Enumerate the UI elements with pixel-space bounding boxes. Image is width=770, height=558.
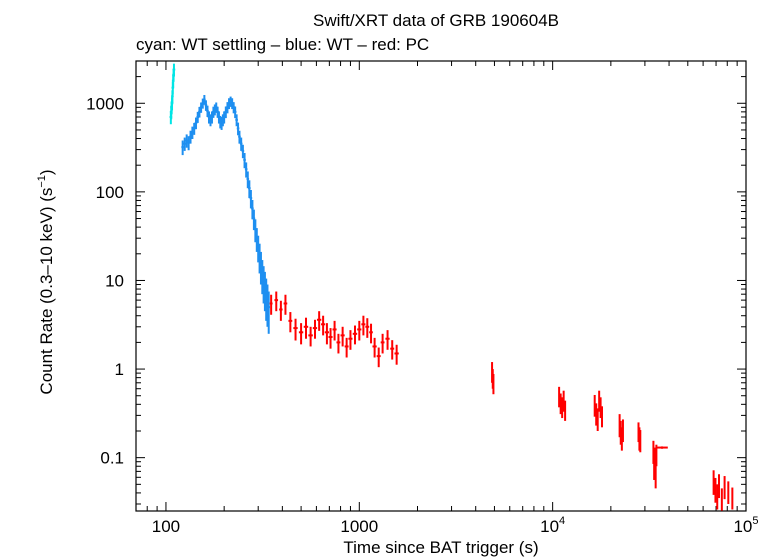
- data-point: [316, 311, 322, 331]
- x-tick-label-base: 1000: [340, 517, 378, 536]
- x-tick-label-exp: 5: [752, 515, 758, 527]
- data-point: [251, 199, 254, 220]
- data-point: [328, 328, 333, 349]
- data-point: [187, 136, 190, 151]
- data-point: [340, 326, 345, 347]
- data-point: [246, 171, 250, 189]
- x-tick-label-exp: 4: [559, 515, 565, 527]
- data-point: [303, 317, 309, 339]
- data-point: [183, 137, 186, 151]
- series-wt: [181, 94, 271, 334]
- data-point: [558, 386, 561, 408]
- data-point: [564, 400, 567, 421]
- data-point: [655, 446, 668, 449]
- y-axis-label-end: ): [37, 169, 56, 175]
- data-point: [243, 152, 246, 169]
- axis-ticks: [135, 60, 747, 511]
- data-point: [236, 122, 240, 136]
- x-tick-label-base: 100: [152, 517, 180, 536]
- x-axis-label: Time since BAT trigger (s): [343, 538, 538, 557]
- data-point: [336, 333, 341, 354]
- data-point: [365, 318, 370, 338]
- x-tick-label: 100: [152, 517, 180, 536]
- data-point: [369, 323, 373, 344]
- data-point: [239, 137, 243, 151]
- y-tick-label: 1: [115, 360, 124, 379]
- x-tick-label-base: 10: [733, 517, 752, 536]
- y-tick-label: 0.1: [100, 449, 124, 468]
- data-point: [332, 320, 337, 341]
- series-pc: [269, 291, 734, 511]
- data-point: [283, 294, 288, 315]
- data-point: [394, 344, 399, 365]
- data-point: [288, 312, 293, 333]
- y-axis-label-exp: −1: [36, 175, 48, 188]
- chart-subtitle: cyan: WT settling – blue: WT – red: PC: [136, 35, 429, 54]
- data-point: [352, 325, 358, 345]
- data-point: [559, 393, 562, 415]
- data-point: [348, 330, 353, 350]
- data-point: [235, 114, 238, 127]
- data-point: [244, 162, 248, 178]
- plot-frame: [135, 60, 747, 512]
- data-point: [376, 347, 381, 368]
- data-point: [357, 320, 362, 341]
- data-point: [308, 326, 313, 347]
- data-point: [185, 134, 188, 148]
- data-points: [169, 63, 734, 511]
- data-point: [203, 94, 206, 105]
- data-point: [248, 180, 251, 199]
- data-point: [233, 106, 237, 119]
- data-point: [312, 319, 318, 339]
- data-point: [561, 397, 564, 419]
- y-tick-label: 1000: [86, 94, 124, 113]
- data-point: [298, 323, 304, 345]
- x-tick-label: 104: [540, 515, 565, 536]
- series-wt-settling: [169, 63, 176, 125]
- data-point: [293, 318, 298, 341]
- data-point: [562, 390, 565, 412]
- y-tick-label: 10: [105, 271, 124, 290]
- data-point: [385, 330, 390, 350]
- chart-title: Swift/XRT data of GRB 190604B: [313, 11, 559, 30]
- data-point: [204, 100, 208, 111]
- data-point: [241, 144, 245, 159]
- data-point: [172, 63, 176, 77]
- x-tick-label: 1000: [340, 517, 378, 536]
- data-point: [274, 291, 279, 312]
- x-tick-label-base: 10: [540, 517, 559, 536]
- data-point: [249, 189, 253, 209]
- y-axis-label-main: Count Rate (0.3–10 keV) (s: [37, 188, 56, 395]
- data-point: [206, 105, 209, 117]
- data-point: [380, 333, 385, 354]
- y-tick-label: 100: [96, 183, 124, 202]
- x-tick-label: 105: [733, 515, 758, 536]
- data-point: [267, 291, 271, 334]
- data-point: [390, 340, 395, 360]
- data-point: [372, 337, 377, 358]
- data-point: [344, 337, 349, 358]
- data-point: [269, 294, 273, 315]
- data-point: [279, 300, 283, 321]
- data-point: [238, 130, 241, 144]
- data-point: [321, 315, 326, 336]
- data-point: [324, 323, 329, 345]
- y-axis-label: Count Rate (0.3–10 keV) (s−1): [36, 169, 56, 394]
- data-point: [181, 140, 184, 156]
- data-point: [361, 315, 366, 336]
- data-point: [252, 209, 256, 231]
